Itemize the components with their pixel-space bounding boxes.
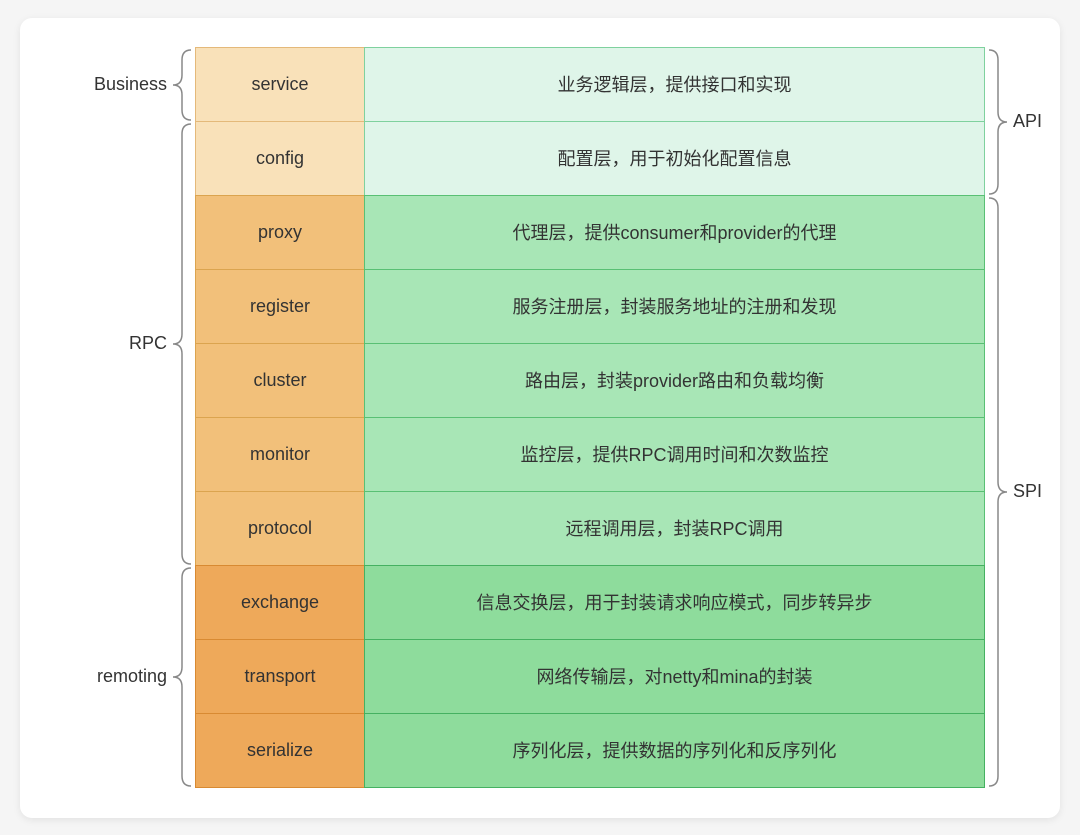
- right-brace-icon: [989, 196, 1009, 788]
- left-brace-icon: [173, 566, 193, 788]
- layer-table: service业务逻辑层，提供接口和实现config配置层，用于初始化配置信息p…: [195, 48, 985, 788]
- diagram-card: service业务逻辑层，提供接口和实现config配置层，用于初始化配置信息p…: [20, 18, 1060, 818]
- layer-name-cell: service: [195, 47, 365, 122]
- layer-desc-cell: 路由层，封装provider路由和负载均衡: [364, 343, 985, 418]
- layer-name-cell: protocol: [195, 491, 365, 566]
- table-row: cluster路由层，封装provider路由和负载均衡: [195, 344, 985, 418]
- layer-desc-cell: 配置层，用于初始化配置信息: [364, 121, 985, 196]
- layer-name-cell: proxy: [195, 195, 365, 270]
- layer-name-cell: register: [195, 269, 365, 344]
- right-group-label: API: [1013, 48, 1042, 196]
- layer-name-cell: exchange: [195, 565, 365, 640]
- layer-desc-cell: 监控层，提供RPC调用时间和次数监控: [364, 417, 985, 492]
- table-row: serialize序列化层，提供数据的序列化和反序列化: [195, 714, 985, 788]
- left-group-label: RPC: [40, 122, 167, 566]
- layer-desc-cell: 远程调用层，封装RPC调用: [364, 491, 985, 566]
- left-group-label: remoting: [40, 566, 167, 788]
- table-row: exchange信息交换层，用于封装请求响应模式，同步转异步: [195, 566, 985, 640]
- layer-name-cell: monitor: [195, 417, 365, 492]
- table-row: service业务逻辑层，提供接口和实现: [195, 48, 985, 122]
- layer-name-cell: transport: [195, 639, 365, 714]
- right-group-label: SPI: [1013, 196, 1042, 788]
- layer-name-cell: serialize: [195, 713, 365, 788]
- layer-desc-cell: 服务注册层，封装服务地址的注册和发现: [364, 269, 985, 344]
- layer-desc-cell: 序列化层，提供数据的序列化和反序列化: [364, 713, 985, 788]
- layer-name-cell: cluster: [195, 343, 365, 418]
- table-row: proxy代理层，提供consumer和provider的代理: [195, 196, 985, 270]
- layer-desc-cell: 代理层，提供consumer和provider的代理: [364, 195, 985, 270]
- table-row: protocol远程调用层，封装RPC调用: [195, 492, 985, 566]
- left-group-label: Business: [40, 48, 167, 122]
- table-row: config配置层，用于初始化配置信息: [195, 122, 985, 196]
- right-brace-icon: [989, 48, 1009, 196]
- left-brace-icon: [173, 122, 193, 566]
- table-row: register服务注册层，封装服务地址的注册和发现: [195, 270, 985, 344]
- table-row: monitor监控层，提供RPC调用时间和次数监控: [195, 418, 985, 492]
- left-brace-icon: [173, 48, 193, 122]
- table-row: transport网络传输层，对netty和mina的封装: [195, 640, 985, 714]
- layer-desc-cell: 信息交换层，用于封装请求响应模式，同步转异步: [364, 565, 985, 640]
- layer-name-cell: config: [195, 121, 365, 196]
- layer-desc-cell: 业务逻辑层，提供接口和实现: [364, 47, 985, 122]
- layer-desc-cell: 网络传输层，对netty和mina的封装: [364, 639, 985, 714]
